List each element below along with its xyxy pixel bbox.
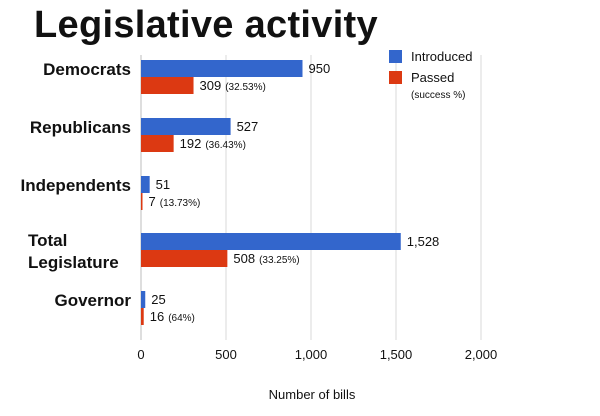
legend-label-passed: Passed: [411, 70, 454, 85]
x-tick-label: 2,000: [465, 347, 498, 362]
passed-value-label: 7 (13.73%): [149, 194, 201, 209]
introduced-bar: [141, 233, 401, 250]
introduced-value-label: 527: [237, 119, 259, 134]
chart-title: Legislative activity: [34, 4, 378, 46]
introduced-bar: [141, 60, 303, 77]
x-axis-label: Number of bills: [269, 387, 356, 402]
introduced-value-label: 51: [156, 177, 170, 192]
passed-bar: [141, 135, 174, 152]
passed-bar: [141, 77, 194, 94]
passed-bar: [141, 308, 144, 325]
legend-label-introduced: Introduced: [411, 49, 472, 64]
passed-value-label: 309 (32.53%): [200, 78, 266, 93]
passed-value-label: 16 (64%): [150, 309, 195, 324]
x-tick-label: 0: [137, 347, 144, 362]
introduced-value-label: 950: [309, 61, 331, 76]
introduced-value-label: 25: [151, 292, 165, 307]
passed-value-label: 192 (36.43%): [180, 136, 246, 151]
category-label: Total Legislature: [28, 231, 119, 272]
legend-swatch-introduced: [389, 50, 402, 63]
introduced-value-label: 1,528: [407, 234, 440, 249]
x-tick-label: 500: [215, 347, 237, 362]
category-label: Republicans: [30, 118, 131, 137]
passed-bar: [141, 193, 143, 210]
introduced-bar: [141, 291, 146, 308]
x-tick-label: 1,000: [295, 347, 328, 362]
legend-swatch-passed: [389, 71, 402, 84]
introduced-bar: [141, 118, 231, 135]
legend-sublabel: (success %): [411, 90, 465, 101]
category-label: Independents: [20, 176, 131, 195]
x-tick-label: 1,500: [380, 347, 413, 362]
category-label: Governor: [54, 291, 131, 310]
passed-value-label: 508 (33.25%): [233, 251, 299, 266]
passed-bar: [141, 250, 228, 267]
introduced-bar: [141, 176, 150, 193]
category-label: Democrats: [43, 60, 131, 79]
